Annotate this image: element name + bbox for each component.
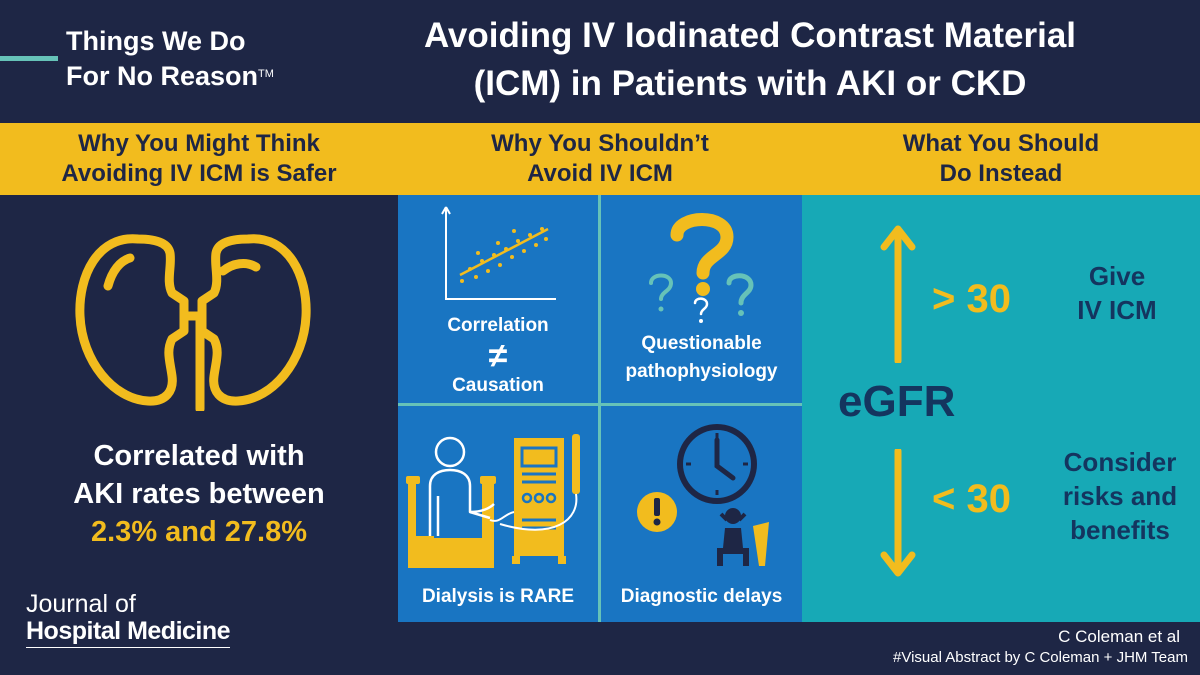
author-credit: C Coleman et al [1058,627,1180,646]
trademark: TM [258,68,274,80]
delays-label: Diagnostic delays [620,586,783,607]
questionable-label-line-2: pathophysiology [625,361,778,382]
heading-what-instead-line-2: Do Instead [939,160,1063,187]
reasons-grid: Correlation ≠ Causation Questionable pat… [398,195,802,622]
low-action-line-3: benefits [1070,515,1170,545]
heading-why-think-line-1: Why You Might Think [78,130,320,157]
footer: C Coleman et al #Visual Abstract by C Co… [398,622,1200,675]
journal-line-2: Hospital Medicine [26,617,231,648]
heading-what-instead-line-1: What You Should [902,130,1100,157]
kidneys-icon [75,234,311,411]
high-egfr-threshold: > 30 [932,277,1011,321]
arrow-up-icon [880,225,916,363]
brand-line-1: Things We Do [66,26,246,56]
heading-why-think: Why You Might Think Avoiding IV ICM is Sa… [0,123,398,195]
cell-correlation: Correlation ≠ Causation [398,195,598,403]
brand-accent-line [0,56,58,61]
high-egfr-action: Give IV ICM [1052,259,1182,327]
dialysis-patient-icon [406,434,580,568]
heading-why-not-line-2: Avoid IV ICM [527,160,673,187]
low-egfr-threshold: < 30 [932,477,1011,521]
page-title: Avoiding IV Iodinated Contrast Material … [320,12,1180,108]
dialysis-label: Dialysis is RARE [421,586,575,607]
cell-dialysis: Dialysis is RARE [398,406,598,622]
low-egfr-action: Consider risks and benefits [1048,445,1192,547]
brand-line-2: For No Reason [66,61,259,91]
questionable-label-line-1: Questionable [641,333,762,354]
heading-why-not: Why You Shouldn’t Avoid IV ICM [398,123,802,195]
heading-why-not-line-1: Why You Shouldn’t [491,130,709,157]
cell-diagnostic-delays: Diagnostic delays [601,406,802,622]
high-action-line-2: IV ICM [1077,295,1157,325]
journal-logo: Journal of Hospital Medicine [26,590,231,648]
cell-questionable-pathophysiology: Questionable pathophysiology [601,195,802,403]
high-action-line-1: Give [1088,261,1146,291]
correlation-line-2: AKI rates between [73,478,325,510]
arrow-down-icon [880,449,916,577]
visual-abstract-credit: #Visual Abstract by C Coleman + JHM Team [893,649,1188,666]
not-equal-symbol: ≠ [488,337,508,375]
title-line-1: Avoiding IV Iodinated Contrast Material [423,16,1077,55]
header: Things We Do For No ReasonTM Avoiding IV… [0,0,1200,123]
egfr-label: eGFR [838,377,956,426]
series-brand: Things We Do For No ReasonTM [66,24,274,94]
low-action-line-1: Consider [1063,447,1177,477]
aki-rate-range: 2.3% and 27.8% [91,516,307,548]
heading-why-think-line-2: Avoiding IV ICM is Safer [61,160,337,187]
scatter-plot-icon [441,206,556,300]
low-action-line-2: risks and [1062,481,1178,511]
title-line-2: (ICM) in Patients with AKI or CKD [473,64,1027,103]
aki-correlation-text: Correlated with AKI rates between 2.3% a… [0,437,398,551]
journal-line-1: Journal of [26,590,136,618]
column-headings-band: Why You Might Think Avoiding IV ICM is Sa… [0,123,1200,195]
heading-what-instead: What You Should Do Instead [802,123,1200,195]
clock-delay-icon [637,424,769,566]
right-panel: > 30 Give IV ICM eGFR < 30 Consider risk… [802,195,1200,622]
correlation-line-1: Correlated with [93,440,305,472]
question-marks-icon [649,213,754,323]
correlation-label: Correlation [447,315,549,336]
left-panel: Correlated with AKI rates between 2.3% a… [0,195,398,675]
causation-label: Causation [452,375,544,396]
